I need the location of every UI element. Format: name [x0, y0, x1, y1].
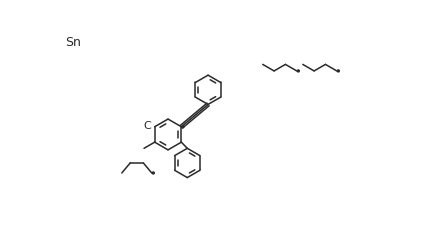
Circle shape [297, 70, 299, 72]
Circle shape [182, 126, 184, 128]
Circle shape [152, 172, 154, 174]
Circle shape [338, 70, 339, 72]
Text: C: C [143, 121, 151, 131]
Text: Sn: Sn [65, 35, 81, 49]
